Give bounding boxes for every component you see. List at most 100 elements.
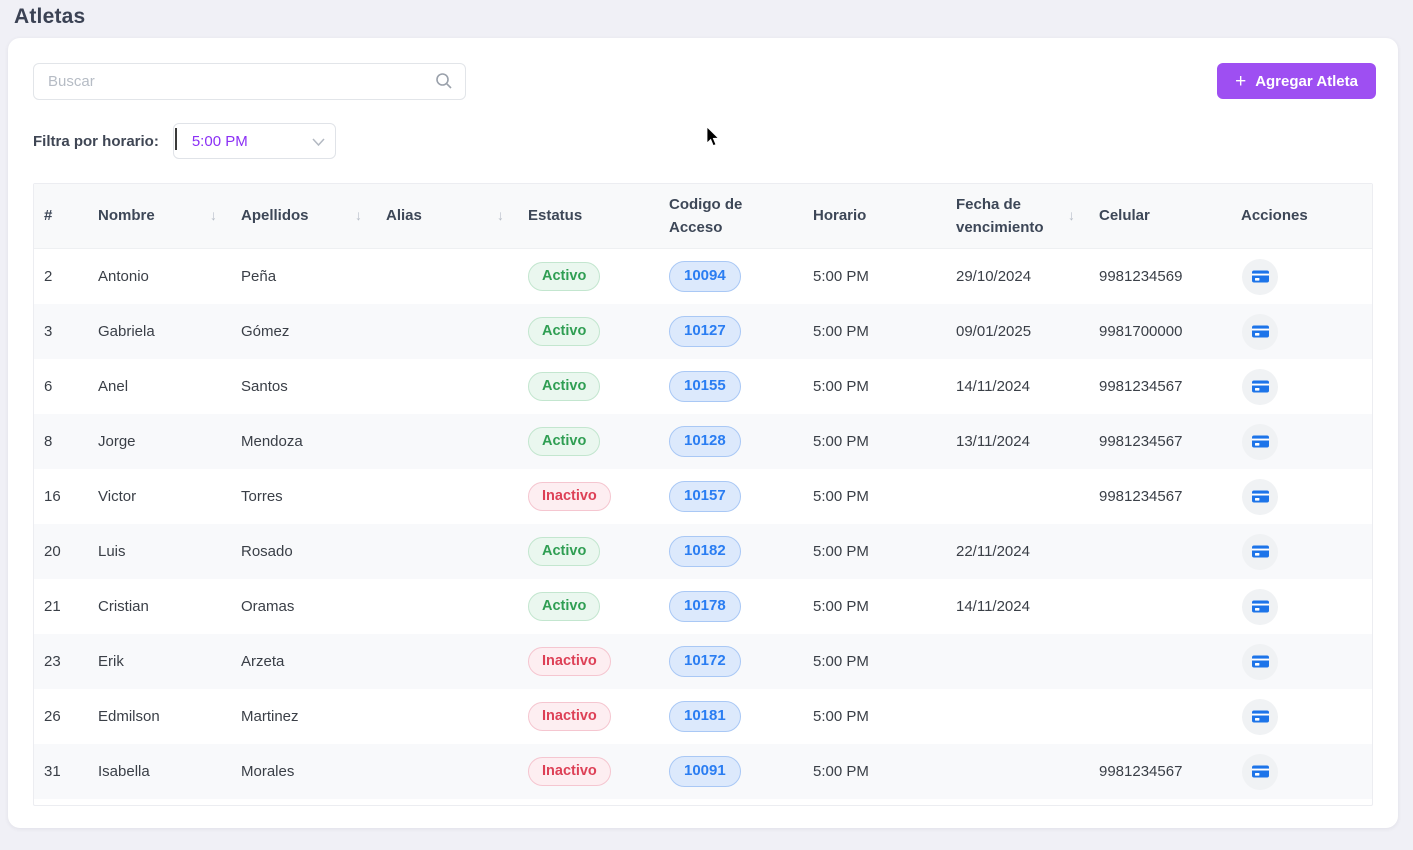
- cell-num: 31: [44, 763, 61, 780]
- cell-codigo: 10172: [659, 646, 803, 677]
- cell-horario: 5:00 PM: [813, 598, 869, 615]
- cell-nombre: Gabriela: [98, 323, 155, 340]
- card-action-button[interactable]: [1242, 753, 1278, 790]
- status-badge: Inactivo: [528, 481, 611, 512]
- filter-row: Filtra por horario: 5:00 PM: [33, 123, 1373, 159]
- access-code-pill[interactable]: 10172: [669, 646, 741, 677]
- cell-estatus: Activo: [518, 591, 659, 622]
- access-code-pill[interactable]: 10155: [669, 371, 741, 402]
- table-row: 20 Luis Rosado Activo 10182 5:00 PM 22/1…: [34, 524, 1372, 579]
- card-action-button[interactable]: [1242, 533, 1278, 570]
- column-header-label: Alias: [386, 207, 422, 225]
- column-header-codigo: Codigo de Acceso: [659, 193, 803, 240]
- cell-codigo: 10128: [659, 426, 803, 457]
- sort-icon[interactable]: ↓: [1068, 207, 1075, 224]
- cell-nombre: Antonio: [98, 268, 149, 285]
- cell-codigo: 10091: [659, 756, 803, 787]
- status-badge: Activo: [528, 426, 601, 457]
- cell-horario: 5:00 PM: [813, 653, 869, 670]
- column-header-apellidos[interactable]: Apellidos ↓: [231, 204, 376, 227]
- card-action-button[interactable]: [1242, 643, 1278, 680]
- cell-nombre: Anel: [98, 378, 129, 395]
- cell-celular: 9981234569: [1099, 268, 1183, 285]
- cell-estatus: Inactivo: [518, 481, 659, 512]
- cell-celular: 9981234567: [1099, 763, 1183, 780]
- cell-apellidos: Martinez: [241, 708, 299, 725]
- cell-acciones: [1231, 753, 1372, 790]
- cell-vencimiento: 14/11/2024: [956, 378, 1030, 395]
- column-header-label: Estatus: [528, 207, 583, 225]
- access-code-pill[interactable]: 10157: [669, 481, 741, 512]
- search-input[interactable]: [33, 63, 466, 100]
- cell-vencimiento: 22/11/2024: [956, 543, 1030, 560]
- add-athlete-button[interactable]: + Agregar Atleta: [1217, 63, 1376, 99]
- column-header-label: #: [44, 207, 53, 225]
- cell-codigo: 10094: [659, 261, 803, 292]
- cell-horario: 5:00 PM: [813, 268, 869, 285]
- sort-icon[interactable]: ↓: [210, 207, 217, 224]
- cell-acciones: [1231, 258, 1372, 295]
- table-header-row: # Nombre ↓ Apellidos ↓ Alias ↓ Estatus Codigo de…: [34, 184, 1372, 249]
- card-action-button[interactable]: [1242, 698, 1278, 735]
- column-header-label: Apellidos: [241, 207, 309, 225]
- table-row: 8 Jorge Mendoza Activo 10128 5:00 PM 13/…: [34, 414, 1372, 469]
- cell-nombre: Isabella: [98, 763, 150, 780]
- card-action-button[interactable]: [1242, 258, 1278, 295]
- cell-celular: 9981234567: [1099, 378, 1183, 395]
- access-code-pill[interactable]: 10127: [669, 316, 741, 347]
- cell-vencimiento: 29/10/2024: [956, 268, 1032, 285]
- column-header-acciones: Acciones: [1231, 204, 1372, 227]
- column-header-nombre[interactable]: Nombre ↓: [88, 204, 231, 227]
- card-action-button[interactable]: [1242, 313, 1278, 350]
- status-badge: Inactivo: [528, 756, 611, 787]
- cell-apellidos: Morales: [241, 763, 295, 780]
- cell-codigo: 10157: [659, 481, 803, 512]
- access-code-pill[interactable]: 10128: [669, 426, 741, 457]
- table-row: 2 Antonio Peña Activo 10094 5:00 PM 29/1…: [34, 249, 1372, 304]
- card-action-button[interactable]: [1242, 368, 1278, 405]
- access-code-pill[interactable]: 10178: [669, 591, 741, 622]
- schedule-filter-select[interactable]: 5:00 PM: [172, 123, 336, 159]
- cell-horario: 5:00 PM: [813, 543, 869, 560]
- cell-vencimiento: 09/01/2025: [956, 323, 1032, 340]
- column-header-vencimiento[interactable]: Fecha de vencimiento ↓: [946, 193, 1089, 240]
- credit-card-icon: [1251, 545, 1269, 558]
- cell-apellidos: Gómez: [241, 323, 290, 340]
- sort-icon[interactable]: ↓: [355, 207, 362, 224]
- credit-card-icon: [1251, 765, 1269, 778]
- table-row: 31 Isabella Morales Inactivo 10091 5:00 …: [34, 744, 1372, 799]
- card-action-button[interactable]: [1242, 478, 1278, 515]
- cell-estatus: Activo: [518, 536, 659, 567]
- sort-icon[interactable]: ↓: [497, 207, 504, 224]
- column-header-label: Fecha de vencimiento: [956, 195, 1044, 236]
- column-header-alias[interactable]: Alias ↓: [376, 204, 518, 227]
- access-code-pill[interactable]: 10181: [669, 701, 741, 732]
- cell-apellidos: Arzeta: [241, 653, 285, 670]
- access-code-pill[interactable]: 10091: [669, 756, 741, 787]
- cell-num: 2: [44, 268, 53, 285]
- credit-card-icon: [1251, 325, 1269, 338]
- cell-estatus: Activo: [518, 316, 659, 347]
- access-code-pill[interactable]: 10094: [669, 261, 741, 292]
- cell-num: 6: [44, 378, 53, 395]
- cell-nombre: Luis: [98, 543, 126, 560]
- table-row: 6 Anel Santos Activo 10155 5:00 PM 14/11…: [34, 359, 1372, 414]
- cell-num: 16: [44, 488, 61, 505]
- card-action-button[interactable]: [1242, 588, 1278, 625]
- cell-acciones: [1231, 588, 1372, 625]
- chevron-down-icon: [312, 138, 325, 147]
- cell-nombre: Cristian: [98, 598, 149, 615]
- cell-vencimiento: 14/11/2024: [956, 598, 1030, 615]
- card-action-button[interactable]: [1242, 423, 1278, 460]
- cell-horario: 5:00 PM: [813, 378, 869, 395]
- access-code-pill[interactable]: 10182: [669, 536, 741, 567]
- cell-vencimiento: 13/11/2024: [956, 433, 1030, 450]
- status-badge: Inactivo: [528, 646, 611, 677]
- cell-nombre: Victor: [98, 488, 137, 505]
- cell-acciones: [1231, 313, 1372, 350]
- cell-apellidos: Peña: [241, 268, 277, 285]
- cell-num: 20: [44, 543, 61, 560]
- cell-horario: 5:00 PM: [813, 763, 869, 780]
- table-row: 3 Gabriela Gómez Activo 10127 5:00 PM 09…: [34, 304, 1372, 359]
- status-badge: Activo: [528, 371, 601, 402]
